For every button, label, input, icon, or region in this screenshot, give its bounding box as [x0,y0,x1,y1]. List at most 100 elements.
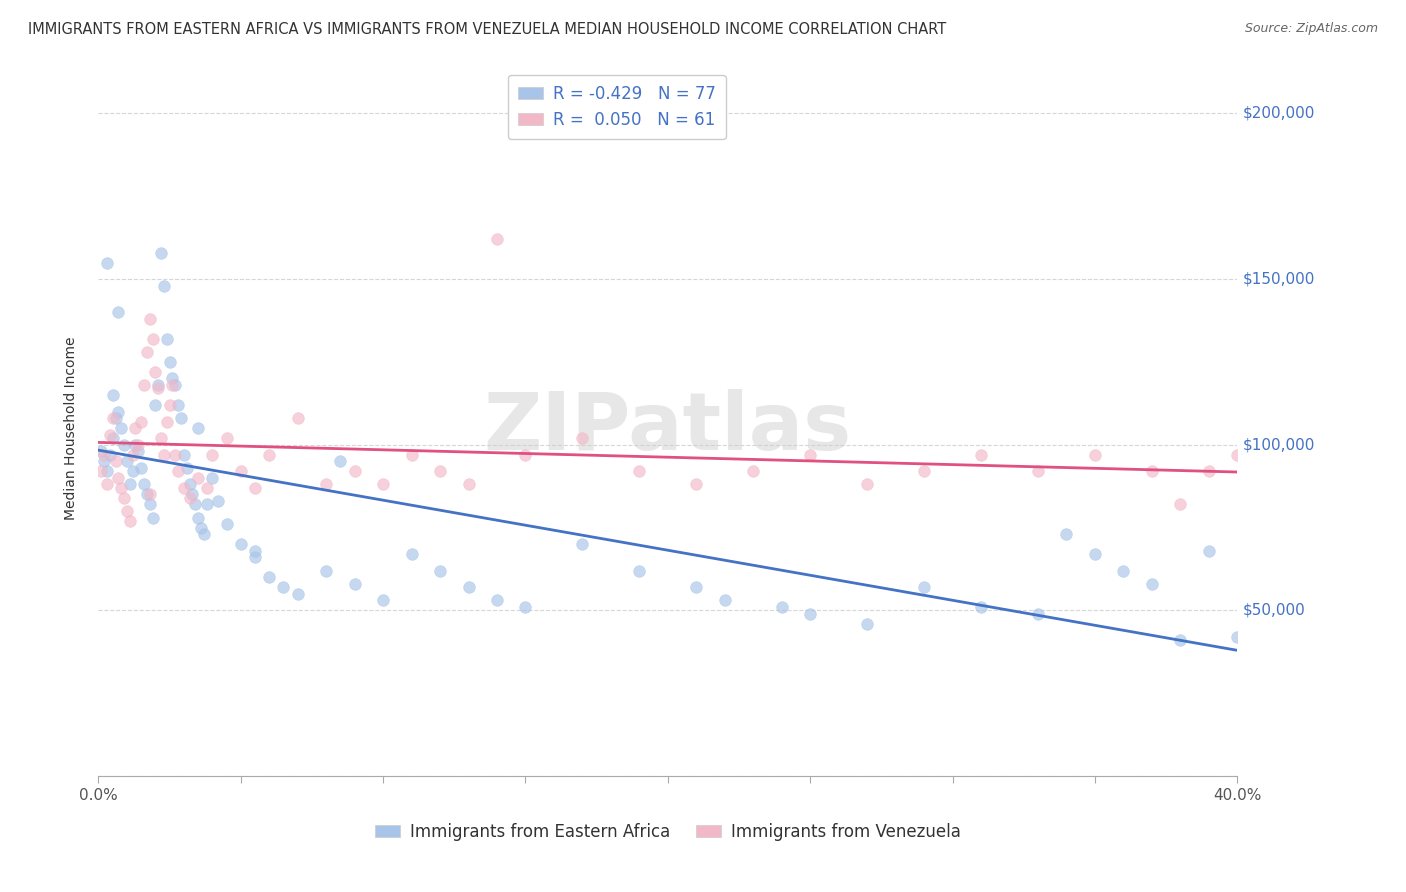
Point [159,398,181,412]
Point [401,448,423,462]
Point [118,514,141,528]
Point [121,464,143,478]
Point [112,438,135,452]
Point [184,497,207,511]
Point [571,537,593,551]
Point [187,421,209,435]
Point [132,378,155,392]
Point [179,491,201,505]
Point [201,448,224,462]
Point [141,332,163,346]
Point [315,564,337,578]
Point [107,305,129,319]
Point [129,415,152,429]
Point [129,461,152,475]
Point [127,438,149,452]
Text: Source: ZipAtlas.com: Source: ZipAtlas.com [1244,22,1378,36]
Text: $100,000: $100,000 [1243,437,1316,452]
Point [167,464,190,478]
Point [167,398,190,412]
Point [118,477,141,491]
Point [110,481,132,495]
Point [329,454,352,468]
Text: IMMIGRANTS FROM EASTERN AFRICA VS IMMIGRANTS FROM VENEZUELA MEDIAN HOUSEHOLD INC: IMMIGRANTS FROM EASTERN AFRICA VS IMMIGR… [28,22,946,37]
Point [1140,577,1163,591]
Point [1056,527,1078,541]
Point [429,564,451,578]
Point [96,477,118,491]
Point [343,577,366,591]
Point [138,487,160,501]
Point [628,564,651,578]
Point [101,388,124,402]
Point [96,255,118,269]
Point [107,404,129,418]
Point [124,438,146,452]
Point [742,464,765,478]
Point [148,381,170,395]
Point [193,527,215,541]
Point [287,411,309,425]
Point [93,454,115,468]
Point [515,600,537,615]
Point [243,481,266,495]
Point [187,471,209,485]
Point [970,600,993,615]
Point [150,245,173,260]
Point [165,378,187,392]
Point [135,345,157,359]
Y-axis label: Median Household Income: Median Household Income [63,336,77,520]
Point [162,378,184,392]
Point [1198,464,1220,478]
Point [156,332,179,346]
Point [685,580,707,594]
Point [107,471,129,485]
Point [195,481,218,495]
Point [159,355,181,369]
Point [127,444,149,458]
Point [121,448,143,462]
Point [1026,464,1049,478]
Point [1198,543,1220,558]
Point [90,464,112,478]
Point [138,311,160,326]
Point [371,477,394,491]
Point [148,378,170,392]
Point [145,365,167,379]
Text: $50,000: $50,000 [1243,603,1306,618]
Point [150,431,173,445]
Point [141,510,163,524]
Point [273,580,295,594]
Point [243,550,266,565]
Point [104,411,127,425]
Point [714,593,737,607]
Point [1084,547,1107,561]
Point [124,421,146,435]
Point [181,487,204,501]
Point [187,510,209,524]
Point [176,461,198,475]
Point [685,477,707,491]
Point [115,454,138,468]
Point [96,464,118,478]
Point [98,427,121,442]
Point [101,431,124,445]
Point [201,471,224,485]
Point [207,494,229,508]
Point [215,517,238,532]
Point [970,448,993,462]
Point [138,497,160,511]
Point [287,587,309,601]
Point [215,431,238,445]
Point [371,593,394,607]
Point [912,580,935,594]
Point [101,411,124,425]
Point [153,448,176,462]
Point [1170,633,1192,648]
Point [115,504,138,518]
Point [486,232,509,246]
Point [229,537,252,551]
Point [259,570,281,584]
Point [912,464,935,478]
Point [132,477,155,491]
